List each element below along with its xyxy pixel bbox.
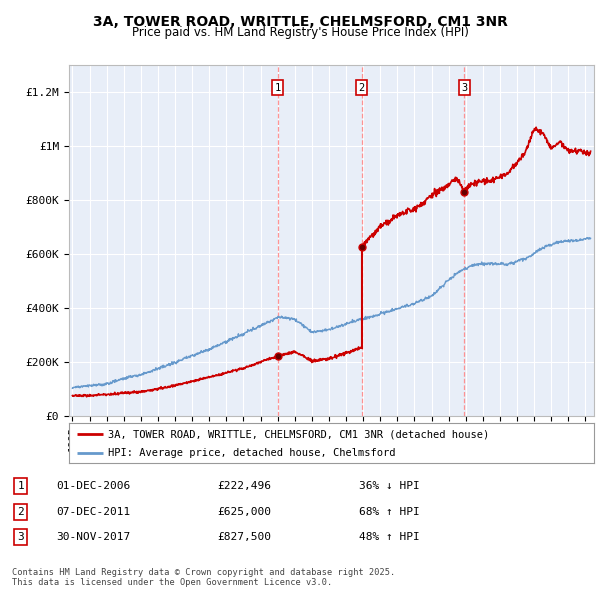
Text: 07-DEC-2011: 07-DEC-2011 [56,507,130,517]
Text: 3A, TOWER ROAD, WRITTLE, CHELMSFORD, CM1 3NR: 3A, TOWER ROAD, WRITTLE, CHELMSFORD, CM1… [92,15,508,29]
Text: HPI: Average price, detached house, Chelmsford: HPI: Average price, detached house, Chel… [109,448,396,458]
Text: 2: 2 [17,507,24,517]
Text: 1: 1 [17,481,24,491]
Text: 48% ↑ HPI: 48% ↑ HPI [359,532,419,542]
Text: 3: 3 [17,532,24,542]
Text: 3: 3 [461,83,467,93]
Text: 3A, TOWER ROAD, WRITTLE, CHELMSFORD, CM1 3NR (detached house): 3A, TOWER ROAD, WRITTLE, CHELMSFORD, CM1… [109,430,490,440]
Text: £222,496: £222,496 [218,481,272,491]
Text: 01-DEC-2006: 01-DEC-2006 [56,481,130,491]
Text: Price paid vs. HM Land Registry's House Price Index (HPI): Price paid vs. HM Land Registry's House … [131,26,469,39]
Text: £625,000: £625,000 [218,507,272,517]
Text: £827,500: £827,500 [218,532,272,542]
Text: 30-NOV-2017: 30-NOV-2017 [56,532,130,542]
Text: Contains HM Land Registry data © Crown copyright and database right 2025.
This d: Contains HM Land Registry data © Crown c… [12,568,395,587]
Text: 1: 1 [275,83,281,93]
Text: 2: 2 [359,83,365,93]
Text: 36% ↓ HPI: 36% ↓ HPI [359,481,419,491]
Text: 68% ↑ HPI: 68% ↑ HPI [359,507,419,517]
